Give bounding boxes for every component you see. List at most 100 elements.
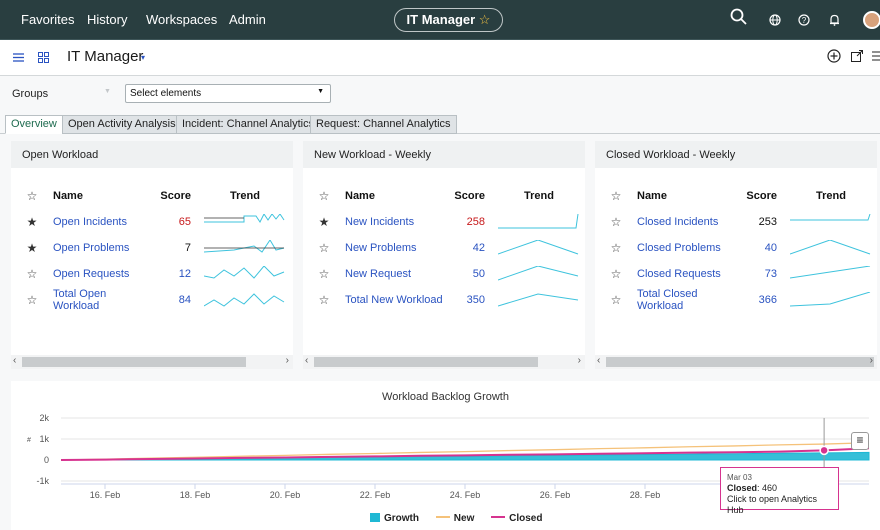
legend-item-closed[interactable]: Closed — [491, 513, 542, 524]
table-row: ☆ Total Open Workload 84 — [11, 287, 289, 313]
column-header-score[interactable]: Score — [160, 190, 191, 202]
tab-overview[interactable]: Overview — [5, 115, 63, 134]
hamburger-menu-icon[interactable] — [13, 51, 24, 66]
row-score[interactable]: 84 — [178, 294, 191, 306]
star-icon[interactable]: ☆ — [26, 293, 38, 307]
tab-request-channel-analytics[interactable]: Request: Channel Analytics — [310, 115, 457, 134]
row-score[interactable]: 350 — [466, 294, 485, 306]
row-name-link[interactable]: Total Closed Workload — [637, 288, 698, 312]
row-name-link[interactable]: Total Open Workload — [53, 288, 107, 312]
star-icon[interactable]: ☆ — [318, 293, 330, 307]
star-column-icon[interactable]: ☆ — [610, 189, 622, 203]
nav-favorites[interactable]: Favorites — [21, 12, 75, 27]
row-score[interactable]: 12 — [178, 268, 191, 280]
legend-label-closed: Closed — [509, 513, 543, 524]
star-icon[interactable]: ☆ — [478, 12, 491, 27]
star-column-icon[interactable]: ☆ — [318, 189, 330, 203]
panel-table: ☆ Name Score Trend ★ Open Incidents 65 ★ Open Pr… — [11, 183, 289, 313]
legend-item-growth[interactable]: Growth — [370, 513, 419, 524]
row-score[interactable]: 7 — [184, 242, 191, 254]
nav-workspaces[interactable]: Workspaces — [146, 12, 218, 27]
bell-icon[interactable] — [829, 13, 840, 29]
table-header-row: ☆ Name Score Trend — [303, 183, 583, 209]
star-icon[interactable]: ☆ — [318, 267, 330, 281]
row-name-link[interactable]: Open Incidents — [53, 216, 127, 228]
row-name-link[interactable]: Closed Requests — [637, 268, 721, 280]
series-closed-line — [60, 447, 870, 461]
scroll-left-icon[interactable]: ‹ — [305, 355, 309, 366]
horizontal-scrollbar[interactable]: ‹ › — [11, 355, 293, 369]
grid-icon[interactable] — [38, 51, 49, 66]
row-name-link[interactable]: New Problems — [345, 242, 417, 254]
help-icon[interactable]: ? — [798, 13, 810, 29]
scroll-right-icon[interactable]: › — [577, 355, 581, 366]
scroll-left-icon[interactable]: ‹ — [13, 355, 17, 366]
row-score[interactable]: 42 — [472, 242, 485, 254]
add-icon[interactable] — [827, 49, 841, 66]
star-icon[interactable]: ☆ — [610, 293, 622, 307]
star-icon[interactable]: ☆ — [610, 267, 622, 281]
row-score[interactable]: 253 — [758, 216, 777, 228]
chart-menu-button[interactable]: ≡ — [851, 432, 869, 450]
column-header-name[interactable]: Name — [345, 190, 375, 202]
scroll-right-icon[interactable]: › — [869, 355, 873, 366]
star-icon[interactable]: ☆ — [610, 215, 622, 229]
star-filled-icon[interactable]: ★ — [26, 215, 38, 229]
column-header-score[interactable]: Score — [746, 190, 777, 202]
row-name-link[interactable]: New Incidents — [345, 216, 415, 228]
nav-history[interactable]: History — [87, 12, 128, 27]
legend-item-new[interactable]: New — [435, 513, 474, 524]
column-header-name[interactable]: Name — [53, 190, 83, 202]
share-icon[interactable] — [851, 50, 863, 65]
panel-1: New Workload - Weekly ☆ Name Score Trend ★ New… — [303, 141, 585, 369]
row-name-link[interactable]: Total New Workload — [345, 294, 443, 306]
row-score[interactable]: 50 — [472, 268, 485, 280]
sparkline-path — [498, 214, 579, 229]
chevron-down-icon[interactable]: ▾ — [141, 53, 146, 62]
row-score[interactable]: 73 — [764, 268, 777, 280]
scroll-right-icon[interactable]: › — [285, 355, 289, 366]
header-bar: IT Manager ▾ — [0, 40, 880, 76]
column-header-score[interactable]: Score — [454, 190, 485, 202]
tab-open-activity-analysis[interactable]: Open Activity Analysis — [62, 115, 182, 134]
avatar[interactable] — [863, 11, 880, 29]
row-name-link[interactable]: Open Requests — [53, 268, 130, 280]
row-name-link[interactable]: New Request — [345, 268, 412, 280]
tooltip-series: Closed — [727, 483, 758, 493]
horizontal-scrollbar[interactable]: ‹ › — [595, 355, 877, 369]
context-title-pill[interactable]: IT Manager ☆ — [394, 8, 503, 32]
sparkline — [204, 293, 285, 307]
search-icon[interactable] — [730, 8, 747, 28]
row-name-link[interactable]: Open Problems — [53, 242, 130, 254]
groups-chevron-down-icon[interactable]: ▼ — [104, 88, 111, 95]
tab-incident-channel-analytics[interactable]: Incident: Channel Analytics — [176, 115, 321, 134]
star-column-icon[interactable]: ☆ — [26, 189, 38, 203]
nav-admin[interactable]: Admin — [229, 12, 266, 27]
column-header-name[interactable]: Name — [637, 190, 667, 202]
scrollbar-thumb[interactable] — [606, 357, 874, 367]
scrollbar-thumb[interactable] — [314, 357, 538, 367]
globe-icon[interactable] — [769, 13, 781, 29]
chart-tooltip[interactable]: Mar 03 Closed: 460 Click to open Analyti… — [720, 467, 839, 515]
panel-title: Open Workload — [11, 141, 293, 168]
star-icon[interactable]: ☆ — [610, 241, 622, 255]
horizontal-scrollbar[interactable]: ‹ › — [303, 355, 585, 369]
table-row: ☆ New Problems 42 — [303, 235, 583, 261]
row-name-link[interactable]: Closed Problems — [637, 242, 721, 254]
scroll-left-icon[interactable]: ‹ — [597, 355, 601, 366]
row-score[interactable]: 40 — [764, 242, 777, 254]
select-elements-dropdown[interactable]: Select elements ▼ — [125, 84, 331, 103]
star-filled-icon[interactable]: ★ — [318, 215, 330, 229]
row-name-link[interactable]: Closed Incidents — [637, 216, 719, 228]
tooltip-value: 460 — [762, 483, 778, 493]
star-filled-icon[interactable]: ★ — [26, 241, 38, 255]
row-score[interactable]: 366 — [758, 294, 777, 306]
star-icon[interactable]: ☆ — [26, 267, 38, 281]
row-score[interactable]: 258 — [466, 216, 485, 228]
scrollbar-thumb[interactable] — [22, 357, 246, 367]
more-options-icon[interactable] — [872, 50, 880, 65]
chart-legend: Growth New Closed — [370, 513, 556, 524]
star-icon[interactable]: ☆ — [318, 241, 330, 255]
row-score[interactable]: 65 — [178, 216, 191, 228]
chevron-down-icon: ▼ — [317, 88, 324, 95]
